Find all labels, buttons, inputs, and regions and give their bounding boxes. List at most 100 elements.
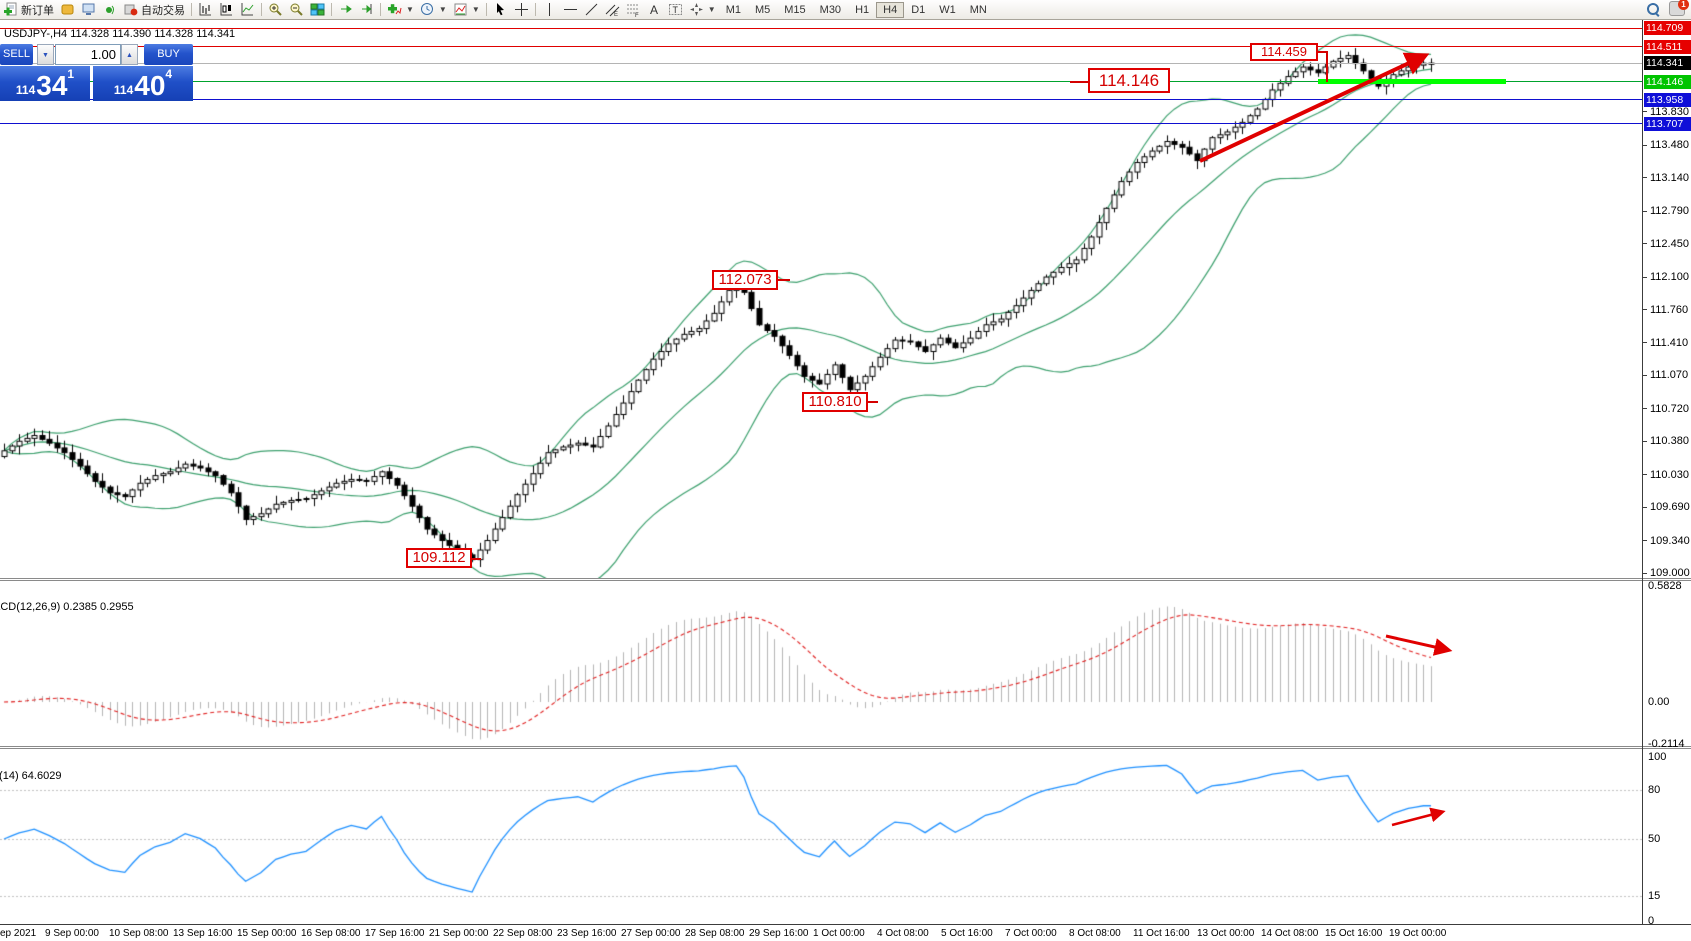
date-label: 22 Sep 08:00 — [493, 928, 553, 939]
search-icon[interactable] — [1647, 2, 1660, 17]
price-hline-114.146[interactable] — [0, 81, 1642, 83]
thick-green-resistance-segment[interactable] — [1318, 79, 1506, 85]
auto-trading-button[interactable]: 自动交易 — [120, 1, 188, 18]
chart-line-button[interactable] — [237, 1, 258, 18]
cursor-button[interactable] — [490, 1, 511, 18]
price-annotation-110.810[interactable]: 110.810 — [802, 392, 868, 412]
price-annotation-114.459[interactable]: 114.459 — [1250, 43, 1318, 61]
bid-prefix: 114 — [15, 83, 36, 97]
price-hline-113.958[interactable] — [0, 99, 1642, 101]
axis-tick-mark — [1642, 474, 1647, 476]
horizontal-line-button[interactable] — [560, 1, 581, 18]
price-badge-114.146: 114.146 — [1644, 74, 1691, 89]
date-label: 27 Sep 00:00 — [621, 928, 681, 939]
volume-decrease-button[interactable]: ▼ — [37, 44, 54, 65]
timeframe-MN[interactable]: MN — [969, 3, 987, 16]
main-price-chart-canvas[interactable] — [0, 20, 1642, 578]
indicators-button[interactable]: ▼ — [384, 1, 417, 18]
zoom-out-button[interactable] — [286, 1, 307, 18]
tile-windows-icon — [310, 2, 325, 17]
buy-button[interactable]: BUY — [144, 44, 193, 65]
chart-window: USDJPY-,H4 114.328 114.390 114.328 114.3… — [0, 19, 1691, 941]
ask-price-display[interactable]: 114 40 4 — [93, 66, 193, 101]
volume-input[interactable]: 1.00 — [55, 44, 121, 65]
macd-axis-label: 0.5828 — [1648, 580, 1682, 592]
rsi-indicator-canvas[interactable] — [0, 749, 1642, 924]
zoom-in-button[interactable] — [265, 1, 286, 18]
trendline-button[interactable] — [581, 1, 602, 18]
trend-arrows-overlay[interactable] — [0, 20, 1642, 941]
chart-bars-button[interactable] — [195, 1, 216, 18]
zoom-in-icon — [268, 2, 283, 17]
bid-price-display[interactable]: 114 34 1 — [0, 66, 90, 101]
date-label: 10 Sep 08:00 — [109, 928, 169, 939]
axis-tick-label: 110.720 — [1650, 402, 1689, 415]
axis-tick-mark — [1642, 342, 1647, 344]
channel-button[interactable]: E — [602, 1, 623, 18]
periods-button[interactable]: ▼ — [417, 1, 450, 18]
axis-tick-label: 109.340 — [1650, 534, 1690, 547]
price-annotation-109.112[interactable]: 109.112 — [406, 548, 472, 568]
templates-button[interactable]: ▼ — [450, 1, 483, 18]
price-hline-114.709[interactable] — [0, 27, 1642, 29]
timeframe-H4[interactable]: H4 — [876, 1, 905, 18]
chart-profiles-button[interactable] — [57, 1, 78, 18]
price-hline-114.511[interactable] — [0, 46, 1642, 48]
sell-button[interactable]: SELL — [0, 44, 33, 65]
crosshair-button[interactable] — [511, 1, 532, 18]
timeframe-M1[interactable]: M1 — [725, 3, 741, 16]
axis-tick-mark — [1642, 540, 1647, 541]
trend-arrow[interactable] — [1391, 807, 1446, 827]
rsi-axis-label: 15 — [1648, 890, 1661, 903]
price-badge-114.341: 114.341 — [1644, 56, 1691, 71]
auto-trading-icon — [123, 2, 138, 17]
fibonacci-icon: F — [626, 2, 641, 17]
signals-button[interactable] — [99, 1, 120, 18]
notifications-icon[interactable]: 1 — [1669, 0, 1689, 16]
axis-tick-mark — [1642, 243, 1647, 245]
axis-tick-label: 112.100 — [1650, 271, 1689, 284]
shapes-button[interactable]: ▼ — [686, 1, 719, 18]
trend-arrow[interactable] — [1199, 52, 1430, 163]
price-hline-114.341[interactable] — [0, 62, 1642, 64]
new-order-button[interactable]: 新订单 — [0, 1, 57, 18]
chart-shift-button[interactable] — [356, 1, 377, 18]
axis-tick-label: 113.140 — [1650, 171, 1689, 184]
date-label: 13 Oct 00:00 — [1197, 928, 1255, 939]
axis-tick-mark — [1642, 309, 1647, 310]
price-annotation-112.073[interactable]: 112.073 — [712, 270, 778, 290]
toolbar-separator — [261, 3, 262, 16]
axis-tick-label: 112.450 — [1650, 237, 1689, 250]
chart-candles-icon — [219, 2, 234, 17]
axis-tick-label: 113.830 — [1650, 105, 1689, 118]
price-annotation-114.146[interactable]: 114.146 — [1088, 68, 1170, 93]
rsi-panel-divider-top[interactable] — [0, 746, 1691, 747]
tile-windows-button[interactable] — [307, 1, 328, 18]
text-button[interactable]: A — [644, 1, 665, 18]
volume-increase-button[interactable]: ▲ — [121, 44, 138, 65]
chart-candles-button[interactable] — [216, 1, 237, 18]
axis-tick-mark — [1642, 276, 1647, 278]
timeframe-H1[interactable]: H1 — [855, 3, 870, 16]
timeframe-D1[interactable]: D1 — [911, 3, 926, 16]
axis-tick-label: 113.480 — [1650, 139, 1689, 152]
axis-tick-label: 109.000 — [1650, 567, 1690, 579]
text-label-button[interactable]: T — [665, 1, 686, 18]
macd-indicator-canvas[interactable] — [0, 581, 1642, 746]
timeframe-M30[interactable]: M30 — [819, 3, 842, 16]
vertical-line-button[interactable] — [539, 1, 560, 18]
auto-scroll-icon — [338, 2, 353, 17]
timeframe-M5[interactable]: M5 — [754, 3, 771, 16]
price-hline-113.707[interactable] — [0, 123, 1642, 125]
date-label: 11 Oct 16:00 — [1133, 928, 1190, 939]
trend-arrow[interactable] — [1385, 634, 1453, 656]
auto-scroll-button[interactable] — [335, 1, 356, 18]
ask-main: 40 — [134, 70, 166, 101]
timeframe-M15[interactable]: M15 — [784, 3, 806, 16]
axis-tick-label: 112.790 — [1650, 205, 1689, 218]
timeframe-W1[interactable]: W1 — [939, 3, 956, 16]
text-label-icon: T — [668, 2, 683, 17]
macd-panel-divider-top[interactable] — [0, 578, 1691, 579]
fibonacci-button[interactable]: F — [623, 1, 644, 18]
terminal-button[interactable] — [78, 1, 99, 18]
